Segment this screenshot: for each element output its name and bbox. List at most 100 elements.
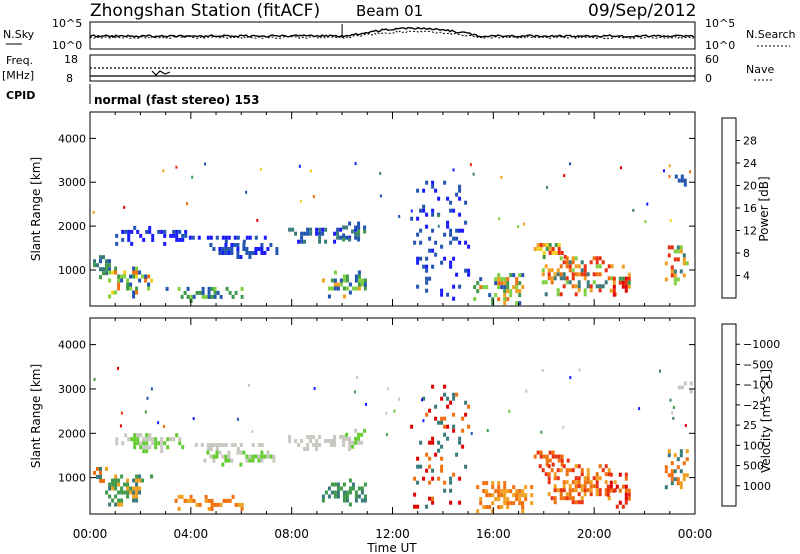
scatter-cell [207,506,211,511]
scatter-cell [177,494,181,499]
scatter-cell [676,249,680,254]
scatter-cell [197,235,201,240]
scatter-cell [542,255,546,259]
scatter-cell [440,292,444,297]
scatter-cell [685,449,689,454]
scatter-cell [288,435,292,439]
scatter-point [192,417,195,421]
scatter-cell [548,450,552,455]
scatter-cell [192,498,196,503]
scatter-cell [348,290,352,295]
scatter-cell [245,251,249,255]
scatter-cell [473,285,477,290]
scatter-cell [554,243,558,247]
scatter-cell [497,297,501,302]
scatter-cell [506,505,510,510]
scatter-cell [682,261,686,266]
scatter-cell [136,441,140,446]
scatter-cell [230,458,234,463]
scatter-cell [115,233,119,238]
scatter-point [398,215,401,218]
scatter-cell [580,500,584,505]
scatter-cell [130,229,134,234]
scatter-cell [506,289,510,294]
scatter-cell [497,497,501,502]
scatter-cell [586,280,590,285]
scatter-point [354,162,357,166]
scatter-cell [595,488,599,493]
scatter-cell [239,450,243,455]
scatter-point [563,174,566,178]
scatter-cell [142,449,146,454]
scatter-cell [188,235,192,240]
scatter-cell [506,277,510,282]
scatter-cell [682,253,686,258]
scatter-cell [234,502,238,507]
freq-label: Freq. [6,54,33,67]
scatter-cell [627,280,631,285]
scatter-cell [624,492,628,497]
scatter-cell [428,456,432,461]
beam-label: Beam 01 [356,2,423,20]
scatter-cell [239,443,243,447]
scatter-cell [218,450,222,455]
scatter-cell [437,476,441,481]
nsearch-label: N.Search [746,28,796,41]
scatter-cell [306,443,310,447]
scatter-cell [303,231,307,236]
scatter-cell [536,450,540,455]
scatter-cell [136,433,140,438]
scatter-cell [428,236,432,241]
colorbar-tick-label: 20 [743,180,757,193]
scatter-cell [419,464,423,469]
scatter-cell [497,285,501,290]
scatter-cell [425,224,429,229]
power-x-ticks [89,112,696,306]
scatter-cell [443,488,447,493]
scatter-cell [539,454,543,459]
scatter-cell [562,260,566,265]
scatter-cell [227,247,231,251]
scatter-cell [488,293,492,298]
scatter-cell [682,477,686,482]
scatter-cell [175,433,179,438]
scatter-cell [515,277,519,282]
scatter-cell [679,481,683,486]
scatter-cell [685,261,689,266]
scatter-cell [565,260,569,265]
scatter-cell [562,284,566,289]
scatter-cell [422,188,426,193]
scatter-cell [536,243,540,247]
scatter-cell [114,486,118,491]
scatter-cell [135,486,139,491]
scatter-cell [312,435,316,439]
scatter-cell [251,443,255,447]
scatter-cell [124,229,128,234]
scatter-cell [443,256,447,261]
scatter-cell [609,472,613,477]
scatter-cell [577,476,581,481]
scatter-cell [224,243,228,247]
scatter-cell [342,443,346,447]
scatter-cell [138,270,142,275]
scatter-cell [224,443,228,447]
scatter-cell [240,506,244,511]
scatter-cell [679,249,683,254]
scatter-cell [627,488,631,493]
scatter-cell [458,188,462,193]
scatter-cell [521,489,525,494]
scatter-cell [127,237,131,242]
scatter-cell [336,494,340,499]
scatter-cell [345,436,349,441]
scatter-cell [266,247,270,251]
scatter-cell [303,239,307,244]
scatter-cell [521,493,525,498]
scatter-cell [440,464,444,469]
scatter-point [385,433,388,437]
scatter-cell [458,240,462,245]
scatter-cell [360,432,364,437]
scatter-cell [586,472,590,477]
scatter-point [120,411,123,415]
scatter-point [379,194,382,198]
scatter-cell [150,278,154,283]
